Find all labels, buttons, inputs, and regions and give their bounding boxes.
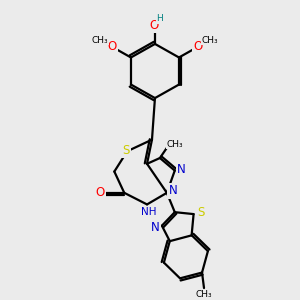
Text: CH₃: CH₃: [196, 290, 212, 299]
Text: S: S: [122, 144, 130, 157]
Text: S: S: [197, 206, 204, 219]
Text: H: H: [157, 14, 163, 23]
Text: CH₃: CH₃: [167, 140, 183, 149]
Text: NH: NH: [141, 207, 157, 217]
Text: O: O: [193, 40, 203, 53]
Text: N: N: [151, 221, 159, 234]
Text: N: N: [177, 163, 186, 176]
Text: CH₃: CH₃: [202, 36, 218, 45]
Text: N: N: [168, 184, 177, 197]
Text: CH₃: CH₃: [92, 36, 108, 45]
Text: O: O: [107, 40, 117, 53]
Text: methoxy: methoxy: [95, 40, 101, 42]
Text: O: O: [96, 186, 105, 199]
Text: O: O: [149, 19, 159, 32]
